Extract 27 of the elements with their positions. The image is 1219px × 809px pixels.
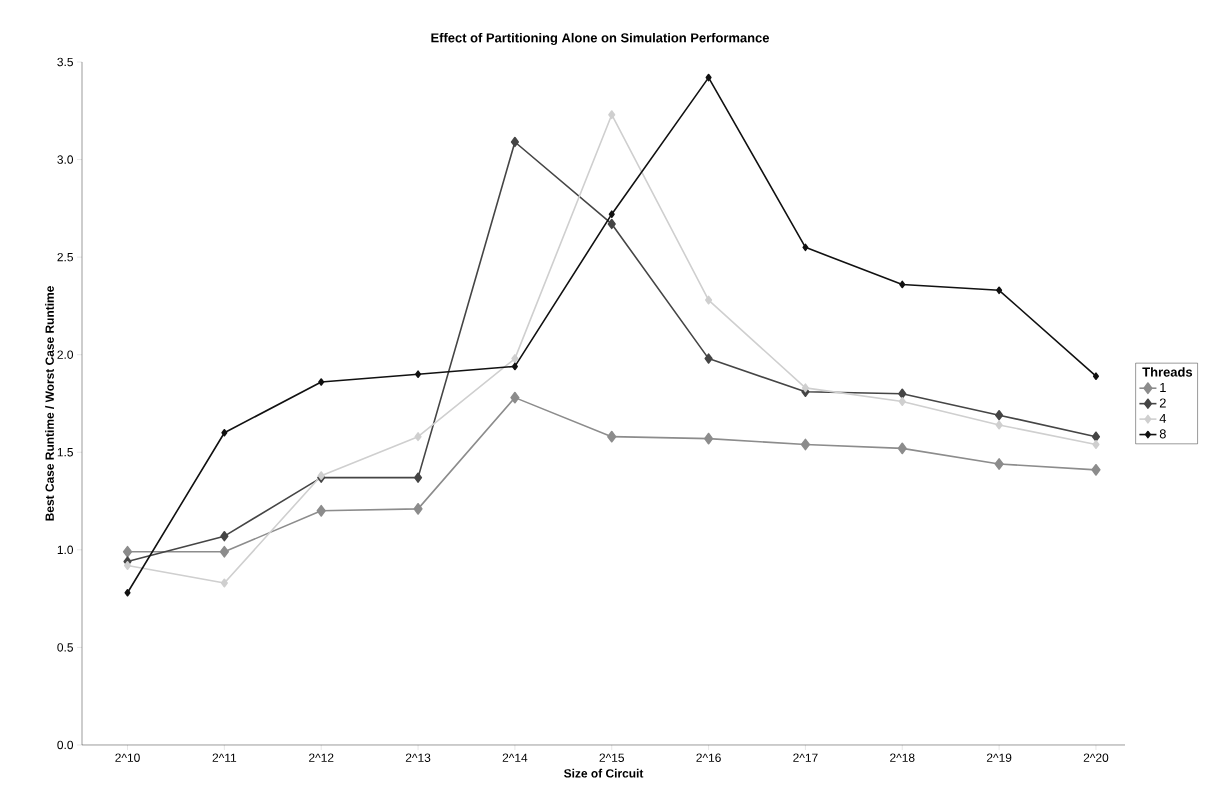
x-tick-label: 2^11	[212, 753, 237, 762]
x-tick-label: 2^19	[986, 753, 1012, 762]
legend-label: 8	[1159, 429, 1166, 439]
legend-label: 1	[1160, 383, 1166, 392]
legend-title: Threads	[1142, 367, 1193, 377]
x-tick-label: 2^15	[599, 753, 625, 762]
x-tick-label: 2^18	[890, 753, 915, 762]
legend-label: 4	[1159, 413, 1167, 423]
y-tick-label: 2.0	[57, 350, 74, 359]
y-tick-label: 1.0	[57, 545, 74, 555]
x-tick-label: 2^10	[115, 753, 140, 762]
x-tick-label: 2^12	[309, 753, 334, 762]
chart-title: Effect of Partitioning Alone on Simulation Performance	[431, 32, 770, 46]
y-tick-label: 0.0	[57, 740, 74, 750]
y-tick-label: 0.5	[57, 643, 73, 652]
y-tick-label: 3.5	[57, 57, 73, 67]
x-tick-label: 2^20	[1083, 753, 1109, 762]
x-tick-label: 2^13	[405, 753, 431, 762]
y-tick-label: 1.5	[57, 448, 73, 457]
x-axis-title: Size of Circuit	[564, 768, 644, 778]
legend-label: 2	[1159, 398, 1166, 408]
y-axis-title: Best Case Runtime / Worst Case Runtime	[45, 286, 55, 521]
y-tick-label: 3.0	[57, 155, 74, 164]
x-tick-label: 2^17	[793, 753, 818, 762]
y-tick-label: 2.5	[57, 252, 73, 262]
x-tick-label: 2^14	[502, 753, 528, 762]
x-tick-label: 2^16	[696, 753, 721, 762]
